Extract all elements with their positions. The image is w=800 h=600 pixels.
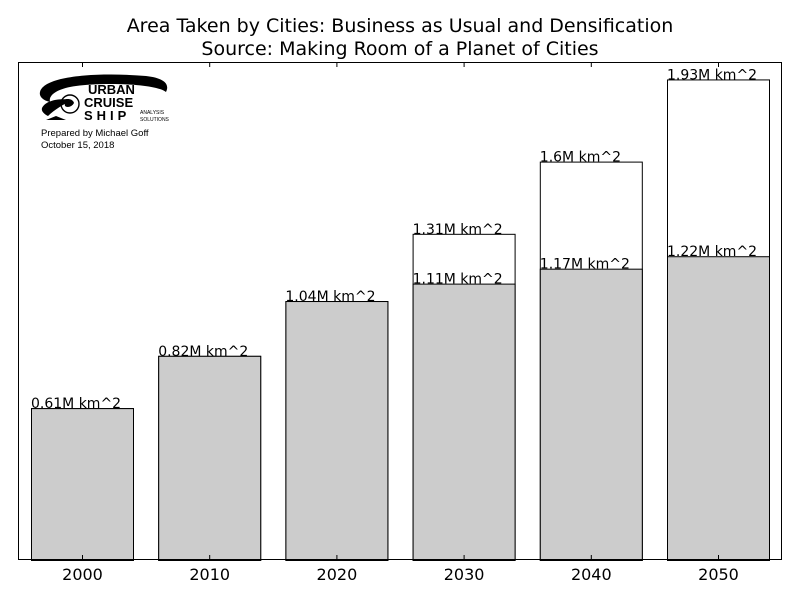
data-label-s0-2030: 1.31M km^2 <box>413 222 503 238</box>
chart-title: Area Taken by Cities: Business as Usual … <box>126 15 674 37</box>
data-label-s1-2000: 0.61M km^2 <box>31 396 121 412</box>
bar-s1-2040 <box>539 268 643 561</box>
x-tick-label-2010: 2010 <box>189 565 230 584</box>
logo-tag-solutions: SOLUTIONS <box>140 117 170 123</box>
urban-cruise-ship-logo: URBAN CRUISE SHIP ANALYSIS SOLUTIONS <box>39 74 170 123</box>
chart-subtitle: Source: Making Room of a Planet of Citie… <box>201 38 599 60</box>
logo-tag-analysis: ANALYSIS <box>140 110 165 116</box>
x-tick-label-2000: 2000 <box>62 565 103 584</box>
bar-s1-2020 <box>285 301 389 561</box>
x-tick-label-2040: 2040 <box>571 565 612 584</box>
x-tick-label-2050: 2050 <box>698 565 739 584</box>
data-label-s1-2010: 0.82M km^2 <box>158 344 248 360</box>
x-tick-label-2030: 2030 <box>444 565 485 584</box>
bar-s1-2030 <box>412 283 516 561</box>
ticks-layer: 2000 2010 2020 2030 2040 2050 <box>62 62 739 584</box>
data-label-s1-2040: 1.17M km^2 <box>540 257 630 273</box>
logo-text-ship: SHIP <box>84 108 130 123</box>
logo-text-urban: URBAN <box>88 82 135 97</box>
bar-s1-2010 <box>158 355 262 561</box>
data-label-s0-2040: 1.6M km^2 <box>540 150 621 166</box>
x-tick-label-2020: 2020 <box>317 565 358 584</box>
data-label-s1-2050: 1.22M km^2 <box>667 244 757 260</box>
data-label-s1-2020: 1.04M km^2 <box>285 289 375 305</box>
logo-text-cruise: CRUISE <box>84 95 133 110</box>
prepared-by-text: Prepared by Michael Goff <box>41 128 149 139</box>
bars-layer <box>31 79 770 562</box>
plot-frame <box>18 62 782 560</box>
data-label-s0-2050: 1.93M km^2 <box>667 67 757 83</box>
bar-s1-2050 <box>667 256 770 561</box>
labels-layer: 1.31M km^2 1.6M km^2 1.93M km^2 0.61M km^2 0… <box>31 67 757 412</box>
bar-s1-2000 <box>31 408 134 561</box>
data-label-s1-2030: 1.11M km^2 <box>413 272 503 288</box>
date-text: October 15, 2018 <box>41 140 115 151</box>
